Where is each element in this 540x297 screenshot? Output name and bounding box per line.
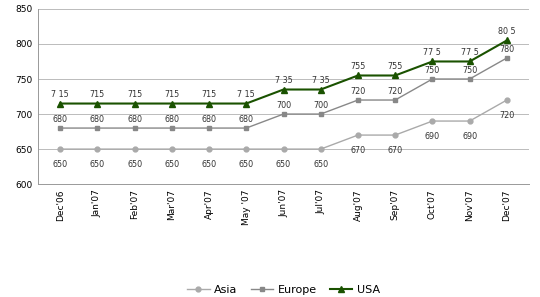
Text: 650: 650	[239, 160, 254, 169]
Text: 7 35: 7 35	[275, 76, 292, 85]
Europe	[206, 126, 212, 130]
Text: 750: 750	[425, 66, 440, 75]
Asia	[94, 147, 100, 151]
USA	[206, 102, 212, 105]
Text: 715: 715	[201, 90, 217, 99]
USA	[57, 102, 63, 105]
Asia	[280, 147, 287, 151]
Text: 650: 650	[127, 160, 142, 169]
USA	[243, 102, 249, 105]
Line: USA: USA	[57, 37, 510, 107]
Text: 755: 755	[350, 62, 366, 71]
Text: 650: 650	[201, 160, 217, 169]
USA	[392, 74, 399, 77]
Europe	[57, 126, 63, 130]
Asia	[318, 147, 324, 151]
Asia	[355, 133, 361, 137]
Europe	[168, 126, 175, 130]
Europe	[131, 126, 138, 130]
Text: 720: 720	[388, 87, 403, 96]
Europe	[355, 98, 361, 102]
USA	[168, 102, 175, 105]
Europe	[467, 77, 473, 81]
Asia	[467, 119, 473, 123]
Europe	[392, 98, 399, 102]
Text: 720: 720	[500, 111, 515, 120]
Text: 80 5: 80 5	[498, 27, 516, 36]
Text: 680: 680	[52, 115, 68, 124]
USA	[131, 102, 138, 105]
Europe	[280, 112, 287, 116]
USA	[318, 88, 324, 91]
Text: 77 5: 77 5	[423, 48, 441, 57]
Text: 700: 700	[313, 101, 328, 110]
Text: 650: 650	[164, 160, 179, 169]
Europe	[504, 56, 510, 60]
Text: 650: 650	[313, 160, 328, 169]
Legend: Asia, Europe, USA: Asia, Europe, USA	[183, 281, 384, 297]
Text: 650: 650	[276, 160, 291, 169]
Text: 680: 680	[201, 115, 217, 124]
Text: 670: 670	[388, 146, 403, 155]
Asia	[429, 119, 436, 123]
Text: 715: 715	[90, 90, 105, 99]
Text: 715: 715	[127, 90, 142, 99]
Line: Europe: Europe	[58, 56, 509, 130]
Europe	[318, 112, 324, 116]
Text: 7 15: 7 15	[51, 90, 69, 99]
Text: 670: 670	[350, 146, 366, 155]
Text: 715: 715	[164, 90, 179, 99]
USA	[504, 39, 510, 42]
USA	[355, 74, 361, 77]
Asia	[168, 147, 175, 151]
Asia	[504, 98, 510, 102]
Asia	[206, 147, 212, 151]
Text: 690: 690	[425, 132, 440, 141]
Europe	[243, 126, 249, 130]
Text: 690: 690	[462, 132, 477, 141]
Text: 680: 680	[90, 115, 105, 124]
Europe	[94, 126, 100, 130]
Text: 755: 755	[388, 62, 403, 71]
Text: 650: 650	[90, 160, 105, 169]
Asia	[131, 147, 138, 151]
USA	[429, 60, 436, 63]
Text: 7 35: 7 35	[312, 76, 329, 85]
Asia	[57, 147, 63, 151]
Text: 750: 750	[462, 66, 477, 75]
USA	[94, 102, 100, 105]
Asia	[243, 147, 249, 151]
Europe	[429, 77, 436, 81]
Line: Asia: Asia	[58, 98, 509, 151]
Text: 680: 680	[164, 115, 179, 124]
Text: 650: 650	[52, 160, 68, 169]
Text: 720: 720	[350, 87, 366, 96]
Text: 680: 680	[239, 115, 254, 124]
Text: 680: 680	[127, 115, 142, 124]
Text: 7 15: 7 15	[238, 90, 255, 99]
Asia	[392, 133, 399, 137]
Text: 700: 700	[276, 101, 291, 110]
Text: 77 5: 77 5	[461, 48, 478, 57]
USA	[280, 88, 287, 91]
USA	[467, 60, 473, 63]
Text: 780: 780	[500, 45, 515, 54]
